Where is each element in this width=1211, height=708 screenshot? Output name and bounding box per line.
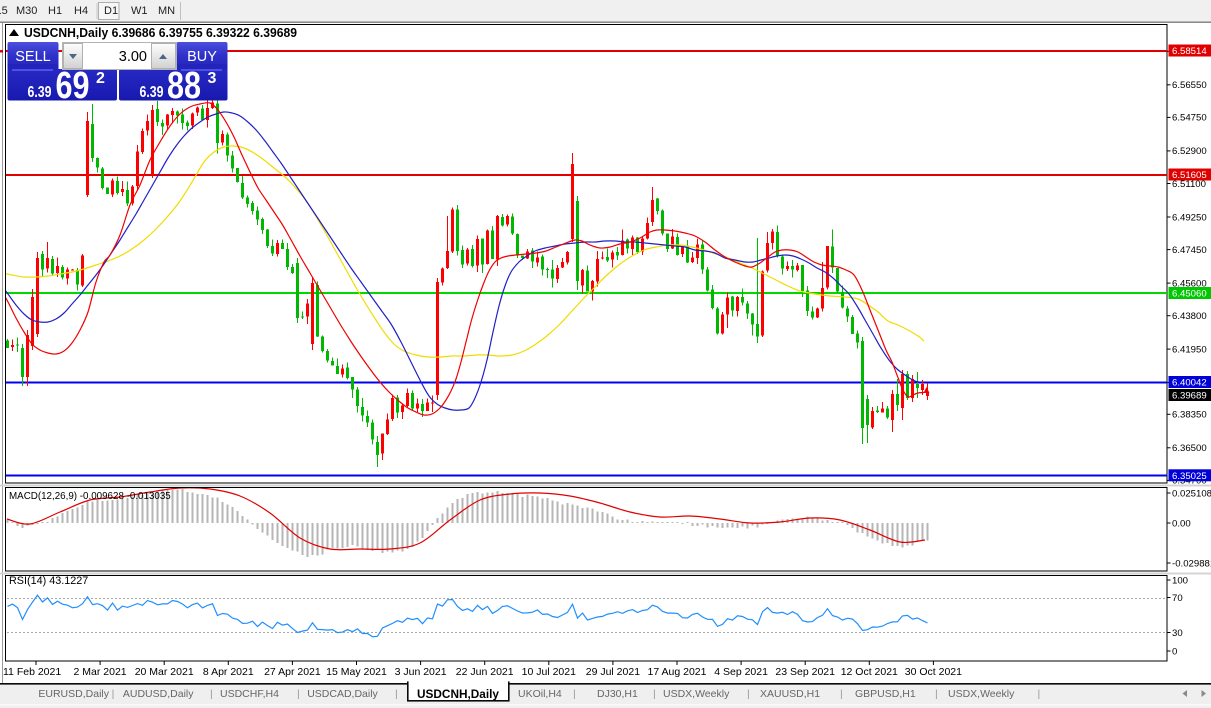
svg-text:EURUSD,Daily: EURUSD,Daily [38,688,109,700]
svg-text:6.38350: 6.38350 [1172,410,1207,421]
svg-text:15: 15 [0,5,8,17]
svg-text:|: | [747,688,750,700]
svg-text:-0.029881: -0.029881 [1172,558,1211,569]
svg-text:30: 30 [1172,628,1183,639]
svg-text:USDCNH,Daily 6.39686 6.39755: USDCNH,Daily 6.39686 6.39755 6.39322 6.3… [24,26,297,40]
svg-text:0.00: 0.00 [1172,518,1191,529]
svg-text:|: | [573,688,576,700]
svg-text:4 Sep 2021: 4 Sep 2021 [714,666,768,678]
svg-text:6.36500: 6.36500 [1172,443,1207,454]
svg-text:20 Mar 2021: 20 Mar 2021 [135,666,194,678]
svg-text:70: 70 [1172,593,1183,604]
svg-text:H1: H1 [48,5,62,17]
svg-text:GBPUSD,H1: GBPUSD,H1 [855,688,916,700]
svg-text:15 May 2021: 15 May 2021 [326,666,387,678]
svg-text:0.025108: 0.025108 [1172,488,1211,499]
svg-text:6.56550: 6.56550 [1172,80,1207,91]
svg-text:UKOil,H4: UKOil,H4 [518,688,562,700]
svg-text:6.54750: 6.54750 [1172,113,1207,124]
svg-text:22 Jun 2021: 22 Jun 2021 [456,666,514,678]
svg-text:|: | [297,688,300,700]
svg-text:W1: W1 [131,5,148,17]
svg-text:6.39: 6.39 [140,84,164,101]
svg-text:6.51100: 6.51100 [1172,179,1206,190]
svg-text:|: | [395,688,398,700]
svg-text:6.49250: 6.49250 [1172,212,1207,223]
svg-text:88: 88 [167,65,201,107]
svg-text:USDCAD,Daily: USDCAD,Daily [307,688,378,700]
svg-text:|: | [840,688,843,700]
svg-text:6.43800: 6.43800 [1172,311,1207,322]
svg-text:6.39: 6.39 [28,84,52,101]
svg-text:8 Apr 2021: 8 Apr 2021 [203,666,254,678]
svg-text:|: | [210,688,213,700]
svg-text:17 Aug 2021: 17 Aug 2021 [648,666,707,678]
svg-text:6.58514: 6.58514 [1172,46,1207,57]
svg-text:3.00: 3.00 [119,49,147,65]
svg-text:USDX,Weekly: USDX,Weekly [663,688,730,700]
svg-text:M30: M30 [16,5,37,17]
svg-text:6.41950: 6.41950 [1172,344,1207,355]
svg-text:3 Jun 2021: 3 Jun 2021 [395,666,447,678]
svg-text:10 Jul 2021: 10 Jul 2021 [522,666,576,678]
svg-text:AUDUSD,Daily: AUDUSD,Daily [123,688,194,700]
svg-text:|: | [653,688,656,700]
svg-text:D1: D1 [104,5,118,17]
svg-text:H4: H4 [74,5,88,17]
svg-text:|: | [112,688,115,700]
svg-text:6.40042: 6.40042 [1172,378,1207,389]
svg-text:11 Feb 2021: 11 Feb 2021 [3,666,61,678]
svg-text:RSI(14) 43.1227: RSI(14) 43.1227 [9,575,88,587]
svg-text:0: 0 [1172,646,1177,657]
svg-text:6.45600: 6.45600 [1172,278,1207,289]
svg-text:29 Jul 2021: 29 Jul 2021 [586,666,640,678]
svg-text:6.52900: 6.52900 [1172,146,1207,157]
svg-text:2 Mar 2021: 2 Mar 2021 [74,666,127,678]
svg-text:BUY: BUY [187,49,217,65]
svg-text:23 Sep 2021: 23 Sep 2021 [775,666,835,678]
svg-text:27 Apr 2021: 27 Apr 2021 [264,666,321,678]
svg-text:100: 100 [1172,575,1188,586]
svg-text:6.35025: 6.35025 [1172,471,1207,482]
svg-text:6.47450: 6.47450 [1172,245,1207,256]
svg-text:|: | [1038,688,1041,700]
svg-text:MACD(12,26,9) -0.009628 -0.013: MACD(12,26,9) -0.009628 -0.013035 [9,491,171,502]
svg-text:6.45060: 6.45060 [1172,289,1207,300]
svg-text:|: | [935,688,938,700]
svg-text:2: 2 [96,70,105,87]
svg-text:SELL: SELL [15,49,50,65]
svg-text:MN: MN [158,5,175,17]
svg-text:12 Oct 2021: 12 Oct 2021 [841,666,898,678]
svg-text:30 Oct 2021: 30 Oct 2021 [905,666,962,678]
svg-text:USDCNH,Daily: USDCNH,Daily [417,687,499,701]
svg-text:DJ30,H1: DJ30,H1 [597,688,638,700]
svg-text:XAUUSD,H1: XAUUSD,H1 [760,688,820,700]
svg-text:6.51605: 6.51605 [1172,170,1207,181]
svg-text:3: 3 [208,70,217,87]
svg-text:6.39689: 6.39689 [1172,391,1207,402]
svg-text:USDX,Weekly: USDX,Weekly [948,688,1015,700]
svg-text:69: 69 [56,65,90,107]
svg-text:USDCHF,H4: USDCHF,H4 [220,688,279,700]
